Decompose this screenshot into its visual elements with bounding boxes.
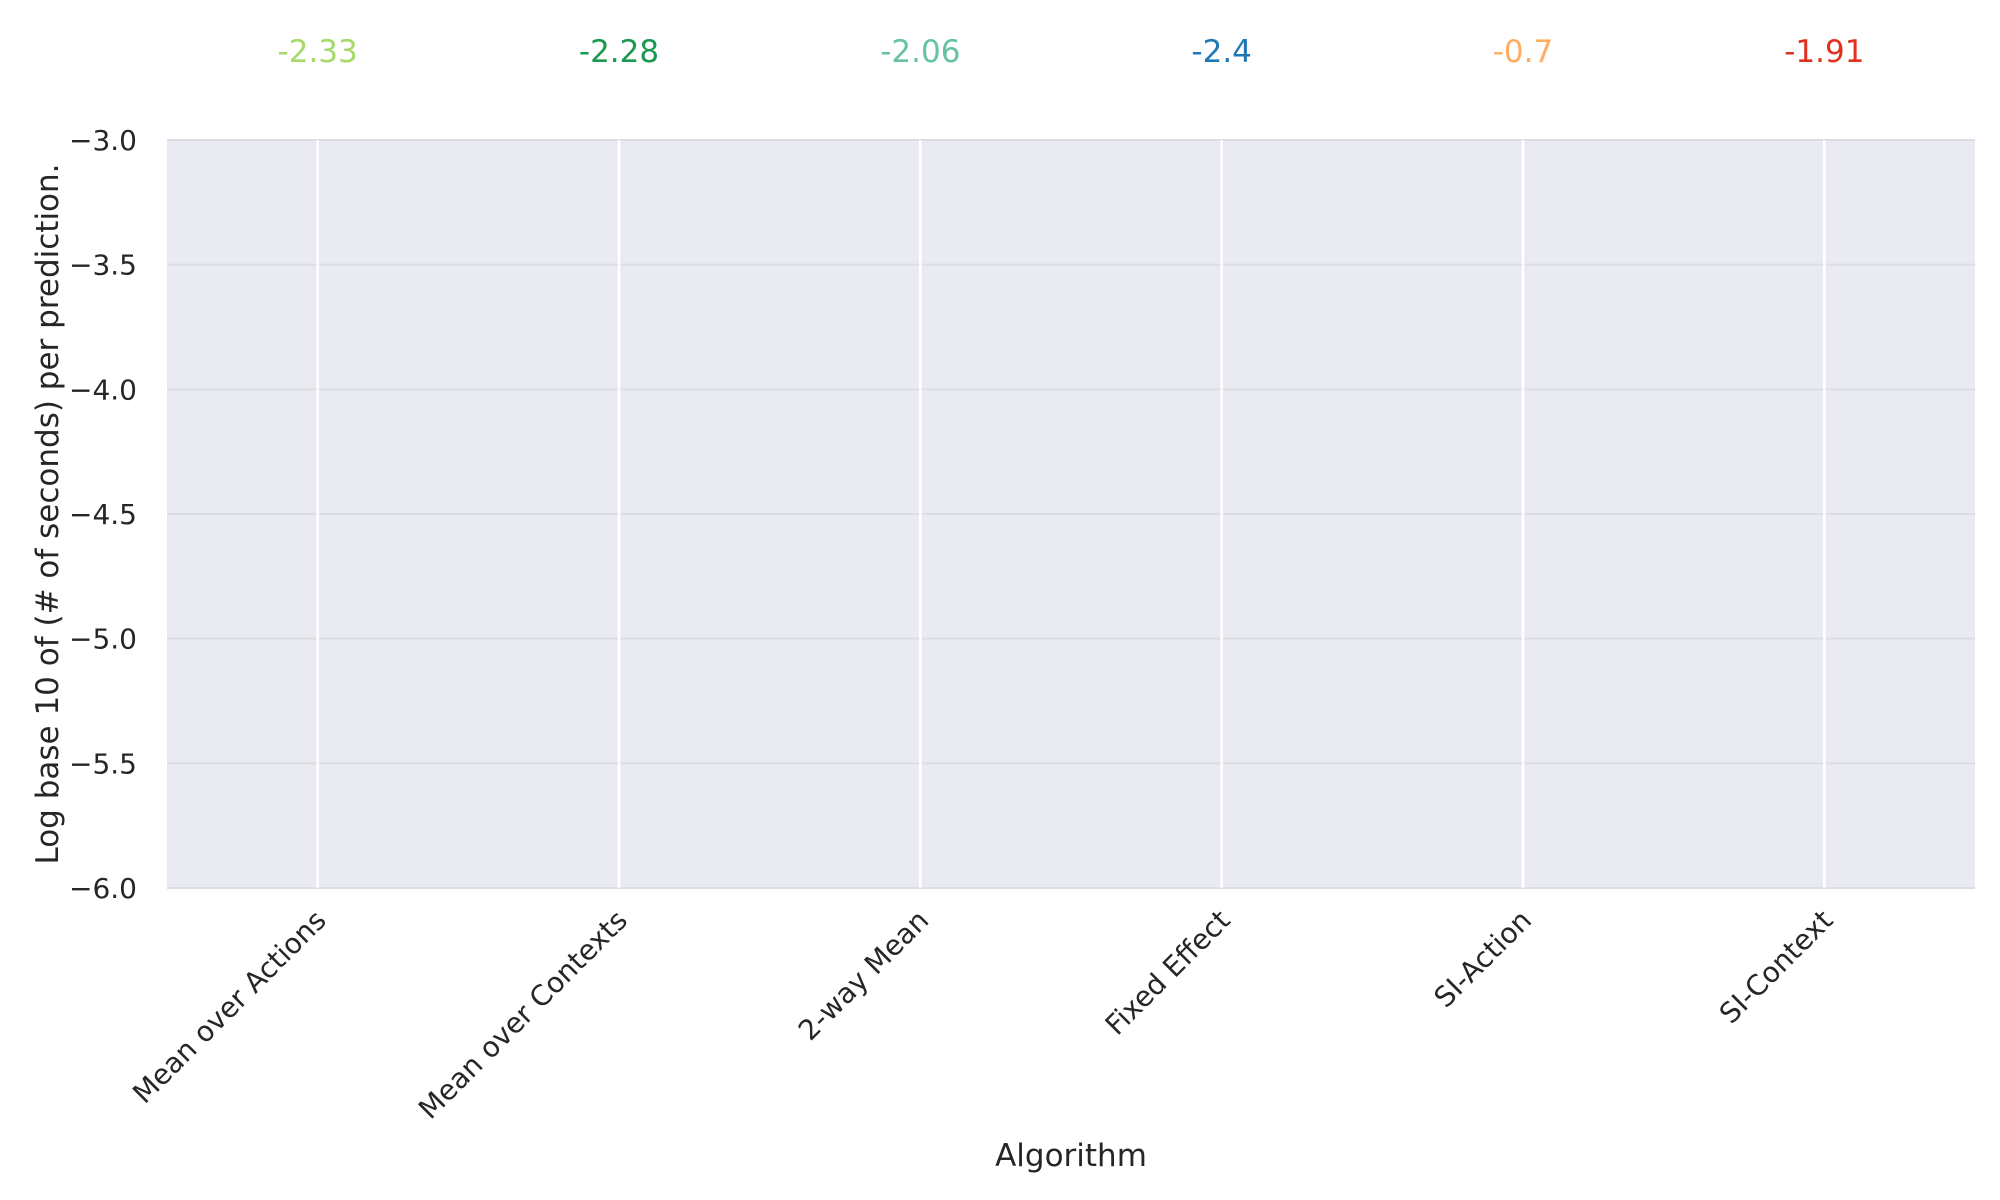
y-tick-labels: −3.0 −3.5 −4.0 −4.5 −5.0 −5.5 −6.0 (69, 124, 137, 905)
y-tick-label: −6.0 (69, 872, 137, 905)
value-labels: -2.33 -2.28 -2.06 -2.4 -0.7 -1.91 (278, 34, 1865, 70)
y-tick-label: −5.0 (69, 623, 137, 656)
y-axis-title: Log base 10 of (# of seconds) per predic… (30, 163, 66, 864)
y-tick-label: −5.5 (69, 747, 137, 780)
x-tick-label: SI-Context (1713, 904, 1839, 1030)
value-label: -2.06 (880, 34, 960, 70)
x-tick-label: Mean over Contexts (412, 904, 634, 1126)
value-label: -1.91 (1784, 34, 1864, 70)
y-tick-label: −4.5 (69, 498, 137, 531)
horizontal-gridlines (167, 139, 1975, 889)
y-tick-label: −3.0 (69, 124, 137, 157)
x-tick-label: SI-Action (1427, 904, 1537, 1014)
y-tick-label: −3.5 (69, 249, 137, 282)
value-label: -2.33 (278, 34, 358, 70)
y-tick-label: −4.0 (69, 373, 137, 406)
x-tick-label: Fixed Effect (1099, 904, 1237, 1042)
vertical-gridlines (316, 140, 1826, 888)
value-label: -2.4 (1191, 34, 1252, 70)
value-label: -2.28 (579, 34, 659, 70)
x-tick-label: 2-way Mean (792, 904, 935, 1047)
value-label: -0.7 (1493, 34, 1554, 70)
x-axis-title: Algorithm (995, 1138, 1147, 1174)
x-tick-label: Mean over Actions (126, 904, 332, 1110)
x-tick-labels: Mean over Actions Mean over Contexts 2-way… (126, 904, 1839, 1126)
